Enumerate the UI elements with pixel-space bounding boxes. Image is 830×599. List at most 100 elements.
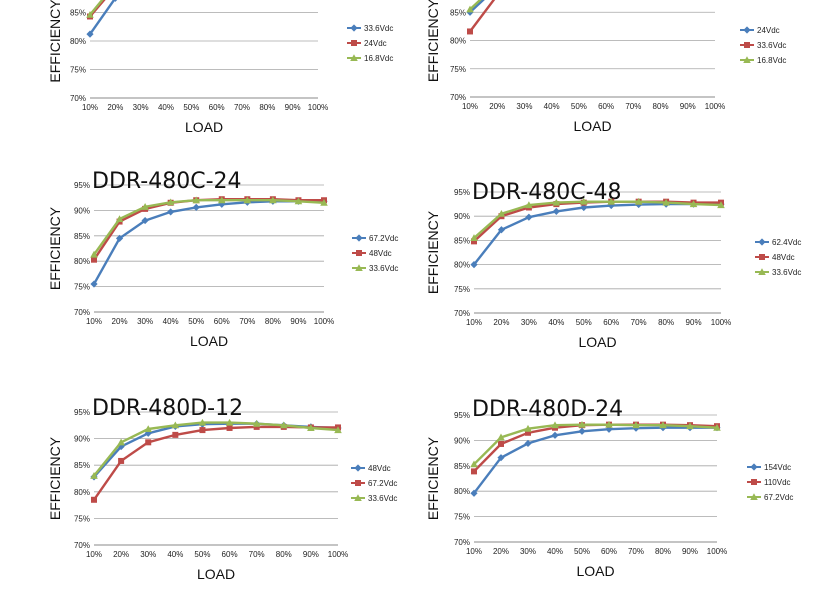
x-tick-label: 20% [493,547,509,556]
x-tick-label: 90% [686,318,702,327]
series-line [93,198,325,256]
data-point [471,468,477,475]
x-tick-label: 50% [576,318,592,327]
data-point [552,207,560,215]
legend-entry: 33.6Vdc [351,494,397,503]
y-tick-label: 80% [74,488,90,497]
y-tick-label: 80% [450,37,466,46]
y-tick-label: 75% [454,513,470,522]
y-tick-label: 90% [454,212,470,221]
data-point [225,418,234,426]
x-tick-label: 30% [521,318,537,327]
data-point [294,197,303,205]
data-point [279,421,288,429]
legend-label: 48Vdc [772,253,795,262]
x-tick-label: 100% [314,317,334,326]
x-tick-label: 90% [303,550,319,559]
data-point [171,421,180,429]
x-tick-label: 20% [493,318,509,327]
data-point [662,198,670,206]
data-point [497,209,506,217]
y-tick-label: 75% [450,65,466,74]
legend-label: 33.6Vdc [364,24,393,33]
data-point [467,28,473,35]
x-tick-label: 10% [466,318,482,327]
data-point [632,421,640,429]
x-tick-label: 50% [188,317,204,326]
legend-entry: 33.6Vdc [347,24,393,33]
x-tick-label: 10% [82,103,98,112]
series-16.8Vdc [86,0,104,18]
x-axis-label: LOAD [576,563,614,579]
legend-label: 33.6Vdc [368,494,397,503]
data-point [141,203,149,210]
data-point [115,215,124,223]
x-tick-label: 40% [158,103,174,112]
x-tick-label: 40% [544,102,560,111]
x-tick-label: 80% [658,318,674,327]
data-point [578,420,586,428]
legend-marker [355,264,363,271]
series-line [473,423,718,466]
legend-marker [350,24,358,32]
x-tick-label: 100% [707,547,727,556]
data-point [118,457,125,464]
data-point [470,234,478,241]
x-tick-label: 80% [259,103,275,112]
x-axis-label: LOAD [578,334,616,350]
y-tick-label: 85% [74,461,90,470]
legend-marker [351,40,357,46]
data-point [470,489,478,497]
legend-entry: 33.6Vdc [740,41,786,50]
legend-label: 67.2Vdc [764,493,793,502]
x-axis-label: LOAD [185,119,223,135]
data-point [86,30,94,38]
x-tick-label: 90% [682,547,698,556]
data-point [717,201,725,209]
data-point [167,208,175,216]
data-point [524,424,532,432]
series-line [473,200,722,239]
legend-label: 33.6Vdc [757,41,786,50]
series-line [93,421,339,477]
legend-entry: 67.2Vdc [352,234,398,243]
y-tick-label: 95% [454,411,470,420]
y-tick-label: 85% [454,462,470,471]
y-tick-label: 90% [454,436,470,445]
data-point [243,196,252,204]
y-tick-label: 75% [70,66,86,75]
data-point [471,238,477,245]
data-point [578,427,586,435]
legend-marker [751,479,757,485]
y-axis-label: EFFICIENCY [425,0,441,82]
x-tick-label: 60% [222,550,238,559]
series-16.8Vdc [466,0,482,13]
data-point [199,427,206,434]
data-point [498,440,504,447]
y-tick-label: 70% [454,309,470,318]
legend-label: 67.2Vdc [368,479,397,488]
legend-label: 48Vdc [369,249,392,258]
data-point [552,198,561,206]
chart-title: DDR-480D-12 [92,396,243,421]
data-point [525,201,533,209]
x-tick-label: 100% [308,103,328,112]
y-tick-label: 80% [454,261,470,270]
y-tick-label: 70% [74,541,90,550]
x-axis-label: LOAD [190,333,228,349]
legend-marker [355,480,361,486]
series-line [473,426,717,494]
y-tick-label: 75% [74,514,90,523]
data-point [217,196,226,204]
y-tick-label: 70% [74,308,90,317]
data-point [605,420,613,428]
x-tick-label: 80% [653,102,669,111]
data-point [172,431,179,438]
data-point [497,433,505,441]
data-point [198,418,207,426]
x-tick-label: 80% [265,317,281,326]
x-tick-label: 10% [86,317,102,326]
